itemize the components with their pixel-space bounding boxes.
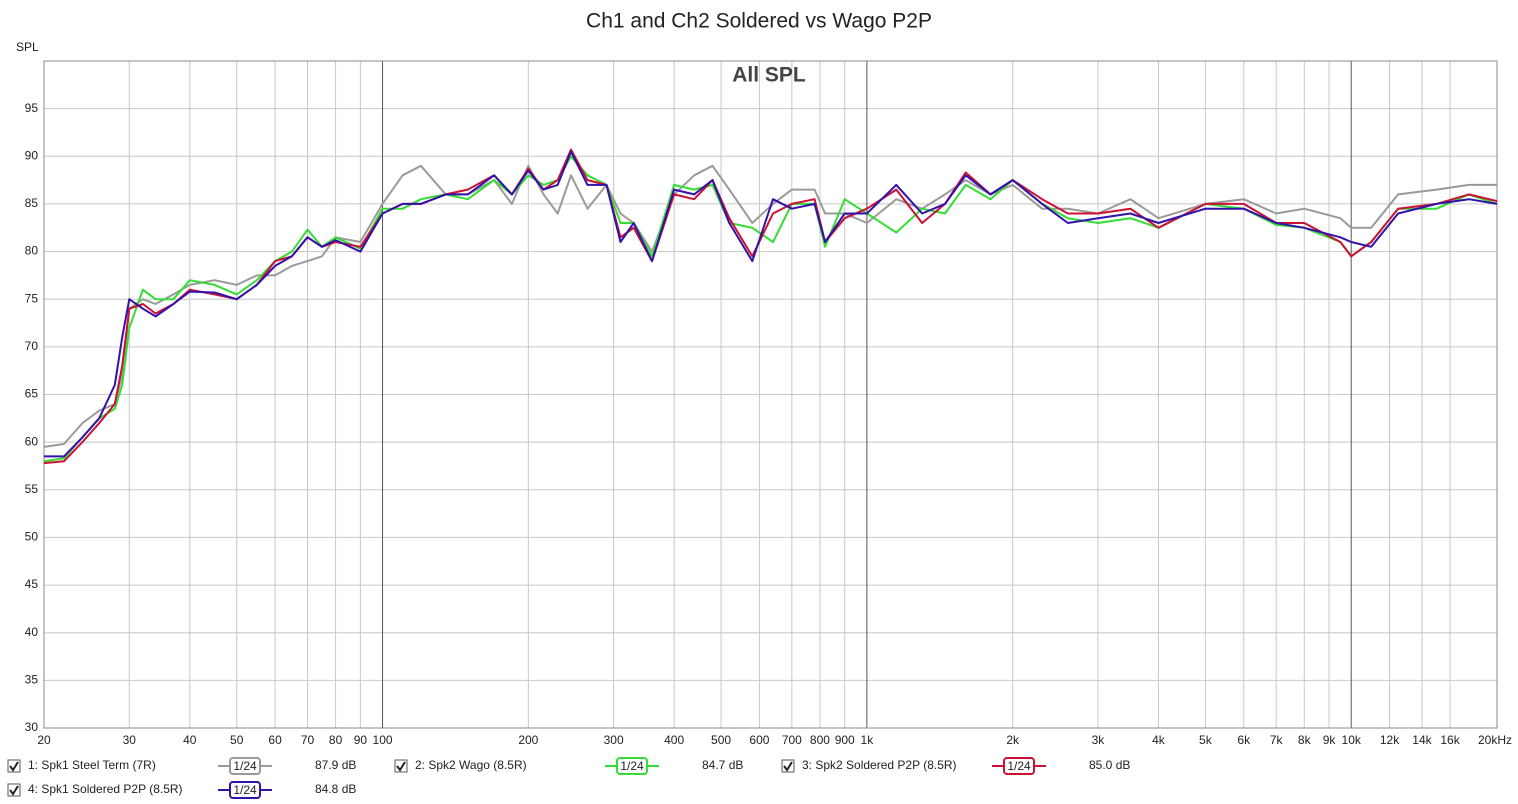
x-tick-label: 9k	[1323, 733, 1337, 747]
y-tick-label: 40	[25, 625, 39, 639]
legend-label: 1: Spk1 Steel Term (7R)	[28, 758, 156, 772]
legend-smoothing: 1/24	[233, 759, 257, 773]
legend-smoothing: 1/24	[620, 759, 644, 773]
legend-check	[9, 785, 19, 796]
grid	[43, 61, 1498, 729]
x-tick-label: 6k	[1237, 733, 1251, 747]
x-tick-label: 60	[268, 733, 282, 747]
x-tick-label: 16k	[1440, 733, 1460, 747]
legend-smoothing-box	[229, 757, 261, 775]
legend-smoothing: 1/24	[233, 783, 257, 797]
x-tick-label: 800	[810, 733, 830, 747]
x-tick-label: 50	[230, 733, 244, 747]
x-tick-label: 2k	[1006, 733, 1020, 747]
y-tick-label: 75	[25, 291, 39, 305]
y-tick-label: 55	[25, 482, 39, 496]
y-tick-label: 60	[25, 434, 39, 448]
y-axis-label: SPL	[16, 40, 39, 54]
series-line	[43, 148, 1498, 465]
x-tick-label: 40	[183, 733, 197, 747]
x-tick-label: 3k	[1092, 733, 1106, 747]
y-tick-label: 35	[25, 673, 39, 687]
legend-check	[9, 761, 19, 772]
x-tick-label: 14k	[1412, 733, 1432, 747]
x-tick-label: 300	[604, 733, 624, 747]
legend-smoothing-box	[616, 757, 648, 775]
legend-smoothing: 1/24	[1007, 759, 1031, 773]
legend-smoothing-box	[229, 781, 261, 799]
series-line	[44, 150, 1498, 458]
x-tick-label: 20	[37, 733, 51, 747]
y-tick-label: 80	[25, 244, 39, 258]
x-tick-label: 30	[123, 733, 137, 747]
legend-check	[396, 761, 406, 772]
x-tick-label: 20kHz	[1478, 733, 1512, 747]
legend-level: 84.7 dB	[702, 758, 743, 772]
x-tick-label: 4k	[1152, 733, 1166, 747]
plot-frame	[43, 60, 1498, 729]
x-tick-label: 400	[664, 733, 684, 747]
x-tick-label: 600	[749, 733, 769, 747]
y-tick-label: 85	[25, 196, 39, 210]
x-tick-label: 5k	[1199, 733, 1213, 747]
y-tick-label: 50	[25, 530, 39, 544]
legend-level: 87.9 dB	[315, 758, 356, 772]
legend-label: 2: Spk2 Wago (8.5R)	[415, 758, 527, 772]
x-tick-label: 700	[782, 733, 802, 747]
legend-smoothing-box	[1003, 757, 1035, 775]
legend-level: 85.0 dB	[1089, 758, 1130, 772]
legend-level: 84.8 dB	[315, 782, 356, 796]
y-tick-label: 70	[25, 339, 39, 353]
y-tick-label: 95	[25, 101, 39, 115]
x-tick-label: 80	[329, 733, 343, 747]
x-tick-label: 1k	[861, 733, 875, 747]
legend-label: 4: Spk1 Soldered P2P (8.5R)	[28, 782, 183, 796]
x-tick-label: 12k	[1380, 733, 1400, 747]
x-tick-label: 100	[373, 733, 393, 747]
y-tick-label: 65	[25, 387, 39, 401]
chart-title: Ch1 and Ch2 Soldered vs Wago P2P	[586, 10, 932, 33]
x-tick-label: 90	[354, 733, 368, 747]
y-tick-label: 45	[25, 577, 39, 591]
x-tick-label: 70	[301, 733, 315, 747]
x-tick-label: 7k	[1270, 733, 1284, 747]
legend-label: 3: Spk2 Soldered P2P (8.5R)	[802, 758, 957, 772]
x-tick-label: 8k	[1298, 733, 1312, 747]
y-tick-label: 30	[25, 720, 39, 734]
x-tick-label: 10k	[1342, 733, 1362, 747]
x-tick-label: 500	[711, 733, 731, 747]
x-tick-label: 900	[835, 733, 855, 747]
plot-title: All SPL	[732, 64, 806, 87]
legend-check	[783, 761, 793, 772]
y-tick-label: 90	[25, 148, 39, 162]
x-tick-label: 200	[518, 733, 538, 747]
